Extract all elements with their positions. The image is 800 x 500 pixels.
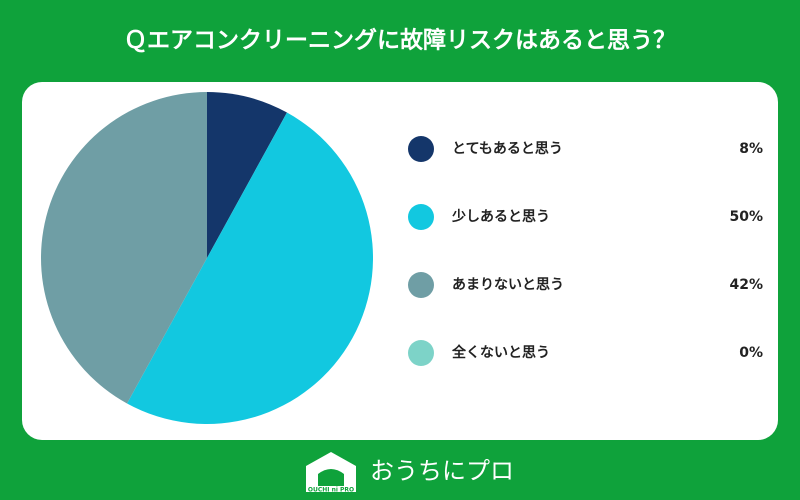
brand-name: おうちにプロ (370, 457, 514, 485)
legend-swatch (408, 340, 434, 366)
legend-swatch (408, 272, 434, 298)
pie-slice (207, 92, 287, 258)
legend-label: あまりないと思う (452, 277, 564, 293)
logo: OUCHI ni PRO おうちにプロ (306, 452, 514, 494)
pie-slice (40, 92, 208, 404)
pie-slice (127, 112, 374, 425)
value-label: 0% (739, 345, 763, 361)
logo-text: OUCHI ni PRO (308, 487, 354, 494)
legend-swatch (408, 204, 434, 230)
legend-swatch (408, 136, 434, 162)
pie (40, 92, 374, 425)
legend: とてもあると思う 8% 少しあると思う 50% あまりないと思う 42% 全くないと思う 0% (408, 136, 763, 366)
logo-door (318, 469, 344, 486)
legend-label: とてもあると思う (452, 141, 563, 157)
legend-label: 少しあると思う (451, 208, 550, 225)
legend-label: 全くないと思う (451, 344, 550, 361)
value-label: 42% (729, 277, 763, 293)
value-label: 8% (739, 141, 763, 157)
value-label: 50% (729, 209, 763, 225)
chart-title: Ｑエアコンクリーニングに故障リスクはあると思う？ (124, 27, 676, 54)
